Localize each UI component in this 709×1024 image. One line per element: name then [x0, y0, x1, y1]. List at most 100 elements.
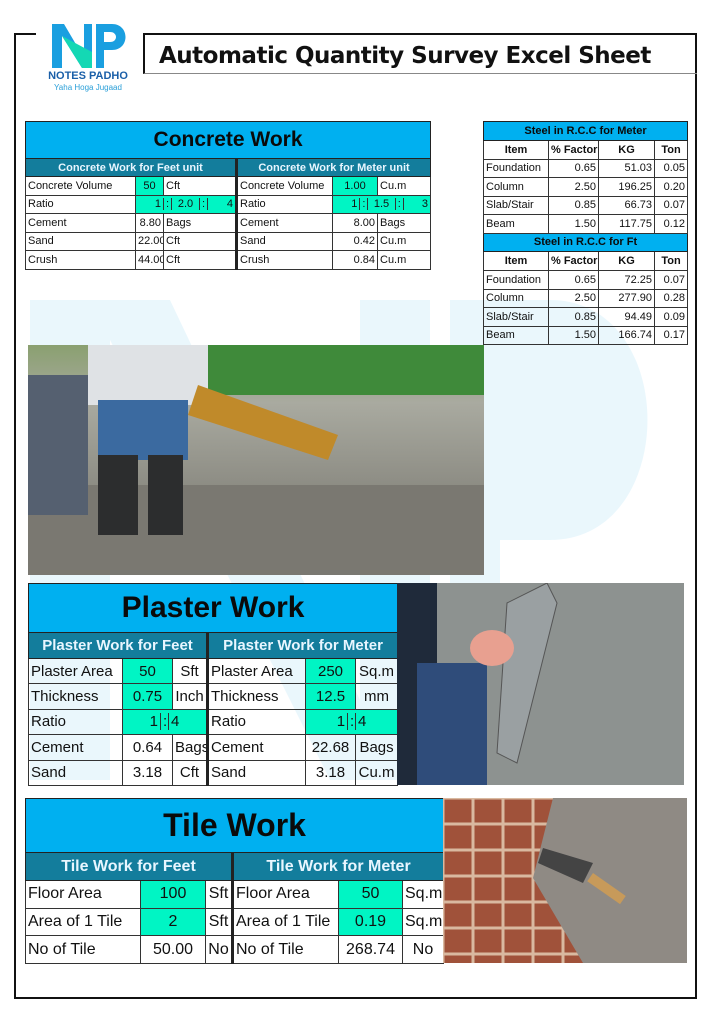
page-title: Automatic Quantity Survey Excel Sheet: [143, 33, 697, 74]
ratio-part-b[interactable]: 2.0: [171, 198, 199, 211]
table-row: Beam 1.50 166.74 0.17: [483, 325, 688, 345]
ratio-part-b[interactable]: 1.5: [367, 198, 394, 211]
table-row: Column 2.50 277.90 0.28: [483, 288, 688, 308]
table-row: Foundation 0.65 72.25 0.07: [483, 270, 688, 290]
plaster-meter-heading: Plaster Work for Meter: [206, 632, 399, 659]
tiling-image: [443, 798, 687, 963]
ratio-input[interactable]: 1:2.0:4: [135, 194, 238, 214]
column-header: Ton: [654, 251, 688, 271]
concrete-pouring-image: [28, 345, 484, 575]
value-input[interactable]: 100: [140, 880, 206, 909]
ratio-separator: :: [199, 198, 207, 211]
np-logo-icon: [52, 24, 126, 68]
unit: Cft: [163, 250, 238, 270]
unit: Bags: [172, 734, 209, 761]
plaster-feet-heading: Plaster Work for Feet: [28, 632, 209, 659]
row-label: Cement: [28, 734, 123, 761]
cell-value: 277.90: [598, 288, 655, 308]
ratio-label: Ratio: [25, 194, 136, 214]
table-row: Thickness 0.75 Inch Thickness 12.5 mm: [28, 683, 399, 710]
table-row: Steel in R.C.C for Meter: [483, 121, 688, 141]
row-label: Thickness: [28, 683, 123, 710]
table-row: Sand 3.18 Cft Sand 3.18 Cu.m: [28, 759, 399, 786]
row-label: No of Tile: [232, 935, 339, 965]
table-row: Beam 1.50 117.75 0.12: [483, 214, 688, 234]
ratio-part-c[interactable]: 4: [207, 198, 234, 211]
item-name: Column: [483, 177, 549, 197]
ratio-part-b[interactable]: 4: [355, 713, 397, 731]
ratio-part-c[interactable]: 3: [402, 198, 430, 211]
ratio-part-a[interactable]: 1: [149, 713, 158, 731]
table-row: Ratio 1:2.0:4 Ratio 1:1.5:3: [25, 194, 432, 214]
row-label: No of Tile: [25, 935, 141, 965]
row-label: Crush: [25, 250, 136, 270]
ratio-part-a[interactable]: 1: [336, 713, 346, 731]
value-input[interactable]: 0.75: [122, 683, 173, 710]
cell-value: 0.12: [654, 214, 688, 234]
row-label: Sand: [207, 759, 306, 786]
value: 0.84: [332, 250, 378, 270]
table-row: Floor Area 100 Sft Floor Area 50 Sq.m: [25, 880, 445, 909]
value: 44.00: [135, 250, 164, 270]
column-header: % Factor: [548, 139, 599, 160]
item-name: Foundation: [483, 158, 549, 178]
ratio-input[interactable]: 1:4: [304, 708, 399, 736]
unit: Cft: [163, 231, 238, 251]
value: 3.18: [122, 759, 173, 786]
ratio-part-a[interactable]: 1: [351, 198, 358, 211]
ratio-input[interactable]: 1:1.5:3: [331, 194, 432, 214]
unit: mm: [354, 683, 399, 710]
column-header: KG: [598, 139, 655, 160]
table-row: Item% Factor KG Ton: [483, 139, 688, 160]
logo-tagline: Yaha Hoga Jugaad: [54, 83, 122, 92]
row-label: Cement: [25, 213, 136, 233]
ratio-separator: :: [347, 713, 355, 731]
cell-value: 1.50: [548, 325, 599, 345]
item-name: Beam: [483, 214, 549, 234]
item-name: Beam: [483, 325, 549, 345]
ratio-input[interactable]: 1:4: [122, 708, 209, 736]
row-label: Concrete Volume: [236, 176, 333, 196]
ratio-separator: :: [359, 198, 367, 211]
table-row: Sand 22.00 Cft Sand 0.42 Cu.m: [25, 231, 432, 251]
unit: Cu.m: [376, 231, 432, 251]
steel-table-title: Steel in R.C.C for Ft: [483, 232, 688, 252]
value-input[interactable]: 1.00: [332, 176, 378, 196]
logo: NOTES PADHO Yaha Hoga Jugaad: [40, 18, 140, 94]
plaster-title: Plaster Work: [27, 583, 399, 633]
tile-title: Tile Work: [24, 798, 445, 853]
concrete-feet-heading: Concrete Work for Feet unit: [25, 158, 238, 177]
value-input[interactable]: 12.5: [305, 683, 356, 710]
unit: Sft: [205, 880, 234, 909]
unit: Sq.m: [401, 880, 445, 909]
value-input[interactable]: 50: [338, 880, 403, 909]
cell-value: 0.85: [548, 307, 599, 327]
value-input[interactable]: 0.19: [338, 907, 403, 937]
unit: Cft: [172, 759, 209, 786]
cell-value: 166.74: [598, 325, 655, 345]
row-label: Sand: [28, 759, 123, 786]
cell-value: 196.25: [598, 177, 655, 197]
cell-value: 51.03: [598, 158, 655, 178]
value: 50.00: [140, 935, 206, 965]
cell-value: 2.50: [548, 177, 599, 197]
page-frame: [14, 33, 697, 999]
value: 22.00: [135, 231, 164, 251]
value-input[interactable]: 50: [135, 176, 164, 196]
ratio-part-a[interactable]: 1: [154, 198, 161, 211]
cell-value: 66.73: [598, 195, 655, 215]
unit: Sq.m: [401, 907, 445, 937]
column-header: Ton: [654, 139, 688, 160]
ratio-part-b[interactable]: 4: [168, 713, 205, 731]
item-name: Column: [483, 288, 549, 308]
tile-meter-heading: Tile Work for Meter: [231, 852, 445, 881]
value-input[interactable]: 2: [140, 907, 206, 937]
cell-value: 0.09: [654, 307, 688, 327]
unit: Cu.m: [376, 250, 432, 270]
cell-value: 0.20: [654, 177, 688, 197]
cell-value: 0.28: [654, 288, 688, 308]
unit: Cu.m: [354, 759, 399, 786]
row-label: Cement: [236, 213, 333, 233]
value-input[interactable]: 250: [305, 657, 356, 685]
value-input[interactable]: 50: [122, 657, 173, 685]
